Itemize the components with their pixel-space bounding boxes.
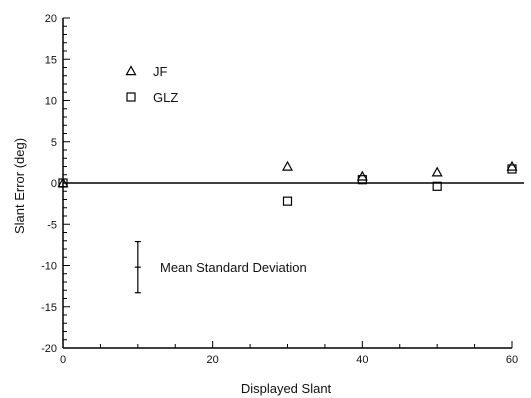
x-tick-label: 20 [207,354,219,366]
y-tick-label: -10 [41,261,57,273]
legend-item-jf: JF [125,64,168,79]
y-tick-label: 0 [51,178,57,190]
data-point-glz [507,164,517,174]
data-point-jf [506,160,518,171]
error-bar-label: Mean Standard Deviation [160,260,307,275]
x-axis-title: Displayed Slant [241,381,332,396]
data-point-glz [357,175,367,185]
y-axis-title: Slant Error (deg) [12,138,27,234]
axes [62,17,513,349]
x-tick-labels: 0 20 40 60 [60,354,518,366]
legend-item-glz: GLZ [126,90,178,105]
legend-marker-square [126,92,136,102]
x-tick-label: 0 [60,354,66,366]
series-glz [58,164,517,206]
x-tick-label: 60 [506,354,518,366]
y-tick-label: -20 [41,343,57,355]
data-point-glz [432,181,442,191]
series-layer [57,160,518,206]
legend: JF GLZ [125,64,178,105]
data-point-glz [282,196,293,206]
y-tick-label: 20 [45,13,57,25]
legend-label-jf: JF [153,64,168,79]
legend-label-glz: GLZ [153,90,178,105]
data-point-jf [281,160,294,171]
y-tick-label: 5 [51,137,57,149]
y-tick-label: -15 [41,302,57,314]
data-point-jf [431,166,443,177]
y-tick-label: -5 [47,219,57,231]
error-bar-annotation: Mean Standard Deviation [134,240,307,294]
y-tick-labels: 20 15 10 5 0 -5 -10 -15 -20 [41,13,57,355]
x-tick-label: 40 [356,354,368,366]
data-point-glz [58,178,68,188]
y-tick-label: 15 [45,54,57,66]
legend-marker-triangle [125,65,137,76]
y-tick-label: 10 [45,96,57,108]
